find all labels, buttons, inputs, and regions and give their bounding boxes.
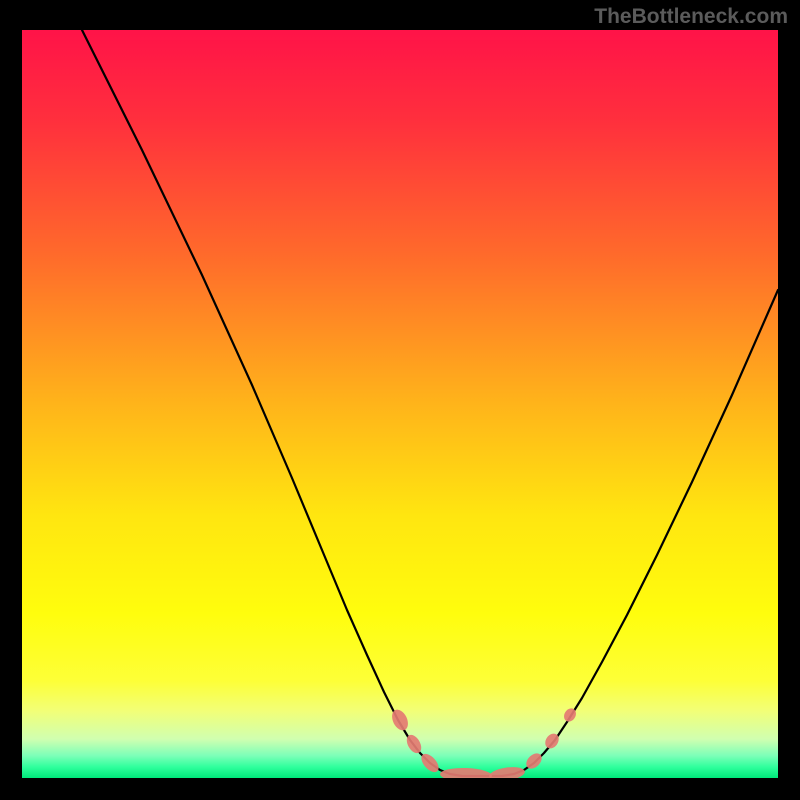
watermark-label: TheBottleneck.com [594,5,788,29]
bottleneck-chart: TheBottleneck.com [0,0,800,800]
chart-canvas [0,0,800,800]
